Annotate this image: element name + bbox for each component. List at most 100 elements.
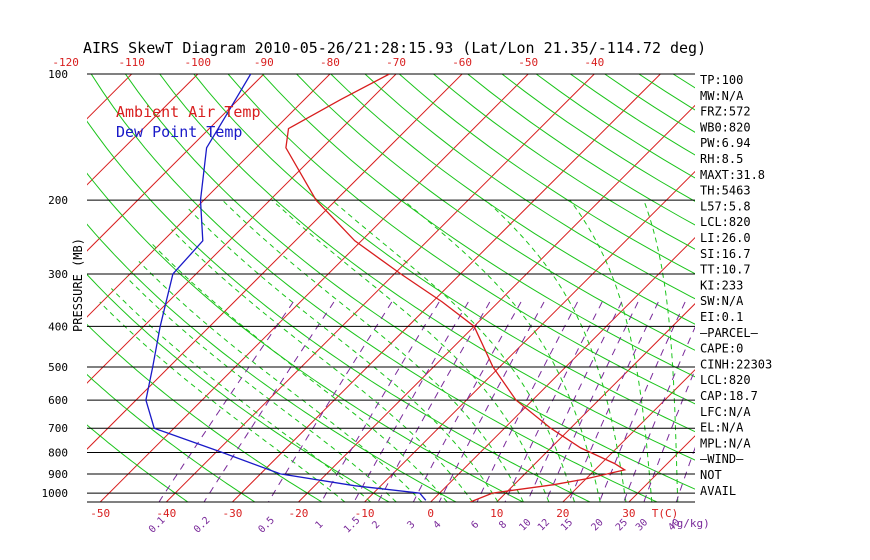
- mixing-ratio-tick-label: 0.2: [192, 515, 213, 536]
- stability-index-item: L57:5.8: [700, 199, 751, 213]
- stability-index-item: MW:N/A: [700, 89, 744, 103]
- dry-adiabat-line: [364, 74, 695, 300]
- moist-adiabat-line: [643, 200, 679, 502]
- isotherm-line: [87, 74, 265, 252]
- top-temperature-tick-label: -90: [254, 56, 274, 69]
- legend: Ambient Air Temp Dew Point Temp: [116, 103, 261, 141]
- dewpoint-temperature-line: [145, 74, 427, 501]
- chart-title: AIRS SkewT Diagram 2010-05-26/21:28:15.9…: [83, 39, 706, 57]
- mixing-ratio-tick-label: 30: [634, 517, 650, 533]
- stability-index-item: TT:10.7: [700, 263, 751, 277]
- stability-index-item: —WIND—: [700, 452, 744, 466]
- mixing-ratio-line: [504, 301, 603, 502]
- stability-index-item: AVAIL: [700, 484, 736, 498]
- stability-index-item: FRZ:572: [700, 105, 751, 119]
- mixing-ratio-line: [203, 301, 335, 502]
- stability-index-item: LFC:N/A: [700, 405, 751, 419]
- dry-adiabat-line: [159, 74, 695, 461]
- stability-index-item: SW:N/A: [700, 294, 744, 308]
- pressure-tick-label: 800: [48, 447, 68, 460]
- dry-adiabat-line: [124, 74, 695, 490]
- stability-index-item: CAPE:0: [700, 342, 743, 356]
- stability-index-item: TP:100: [700, 73, 743, 87]
- mixing-ratio-tick-label: 0.5: [256, 515, 277, 536]
- isotherm-line: [99, 74, 529, 502]
- top-temperature-tick-label: -80: [320, 56, 340, 69]
- top-temperature-tick-label: -120: [52, 56, 79, 69]
- moist-adiabat-line: [403, 199, 601, 502]
- mixing-ratio-tick-label: 6: [469, 519, 481, 531]
- stability-index-item: WB0:820: [700, 120, 751, 134]
- bottom-temperature-tick-label: 0: [427, 507, 434, 520]
- stability-index-item: —PARCEL—: [700, 326, 759, 340]
- mixing-ratio-tick-label: 20: [589, 517, 605, 533]
- isotherm-line: [232, 74, 661, 502]
- mixing-ratio-tick-label: 10: [517, 517, 533, 533]
- legend-item-dewpoint: Dew Point Temp: [116, 123, 242, 141]
- dry-adiabat-line: [398, 74, 695, 275]
- isotherm-line: [562, 369, 695, 502]
- stability-index-item: LCL:820: [700, 373, 751, 387]
- pressure-tick-label: 200: [48, 194, 68, 207]
- isotherm-line: [87, 74, 331, 318]
- profile-lines: [145, 74, 627, 502]
- stability-index-item: SI:16.7: [700, 247, 751, 261]
- moist-adiabat-line: [222, 199, 524, 502]
- bottom-temperature-tick-label: -20: [289, 507, 309, 520]
- moist-adiabat-line: [569, 199, 653, 502]
- moist-adiabat-line: [271, 199, 550, 502]
- isotherm-line: [430, 236, 695, 502]
- moist-adiabat-line: [125, 276, 397, 502]
- stability-index-item: KI:233: [700, 278, 743, 292]
- mixing-ratio-tick-label: 12: [536, 517, 552, 533]
- stability-index-item: MPL:N/A: [700, 436, 751, 450]
- isotherm-line: [165, 74, 595, 502]
- dry-adiabat-line: [330, 74, 695, 325]
- stability-index-item: CAP:18.7: [700, 389, 758, 403]
- mixing-ratio-tick-label: 4: [431, 519, 443, 531]
- stability-index-item: EL:N/A: [700, 421, 744, 435]
- pressure-tick-label: 300: [48, 268, 68, 281]
- isotherm-line: [496, 303, 695, 502]
- dry-adiabat-line: [87, 223, 457, 502]
- moist-adiabat-line: [99, 301, 346, 502]
- mixing-ratio-line: [353, 301, 469, 502]
- pressure-tick-label: 900: [48, 468, 68, 481]
- dry-adiabat-line: [467, 74, 695, 226]
- top-temperature-tick-label: -60: [452, 56, 472, 69]
- stability-index-item: LI:26.0: [700, 231, 751, 245]
- moist-adiabat-line: [171, 229, 474, 502]
- mixing-ratio-tick-label: 8: [497, 519, 509, 531]
- mixing-ratio-unit-label: (g/kg): [670, 517, 710, 530]
- stability-index-item: CINH:22303: [700, 357, 772, 371]
- ambient-temperature-line: [285, 74, 627, 502]
- dry-adiabat-line: [193, 74, 695, 433]
- moist-adiabat-line: [188, 208, 499, 502]
- mixing-ratio-line: [476, 301, 578, 502]
- stability-index-item: PW:6.94: [700, 136, 751, 150]
- dry-adiabat-line: [296, 74, 695, 351]
- pressure-tick-label: 700: [48, 422, 68, 435]
- dry-adiabat-line: [261, 74, 695, 378]
- mixing-ratio-tick-label: 1: [314, 519, 326, 531]
- mixing-ratio-line: [623, 326, 695, 502]
- isotherm-line: [827, 74, 870, 502]
- isotherm-line: [87, 74, 133, 120]
- mixing-ratio-tick-label: 3: [406, 519, 418, 531]
- moist-adiabat-line: [138, 261, 423, 502]
- isotherm-line: [87, 74, 397, 384]
- isotherm-line: [298, 104, 695, 502]
- dry-adiabat-line: [87, 172, 524, 502]
- dry-adiabat-line: [433, 74, 695, 250]
- stability-index-item: NOT: [700, 468, 722, 482]
- dry-adiabat-line: [87, 424, 189, 502]
- pressure-tick-label: 600: [48, 394, 68, 407]
- bottom-temperature-tick-label: -40: [156, 507, 176, 520]
- moist-adiabat-line: [331, 199, 575, 502]
- dry-adiabat-line: [638, 74, 695, 111]
- top-temperature-tick-label: -100: [185, 56, 212, 69]
- bottom-temperature-tick-label: 20: [556, 507, 569, 520]
- bottom-temperature-tick-label: 30: [622, 507, 635, 520]
